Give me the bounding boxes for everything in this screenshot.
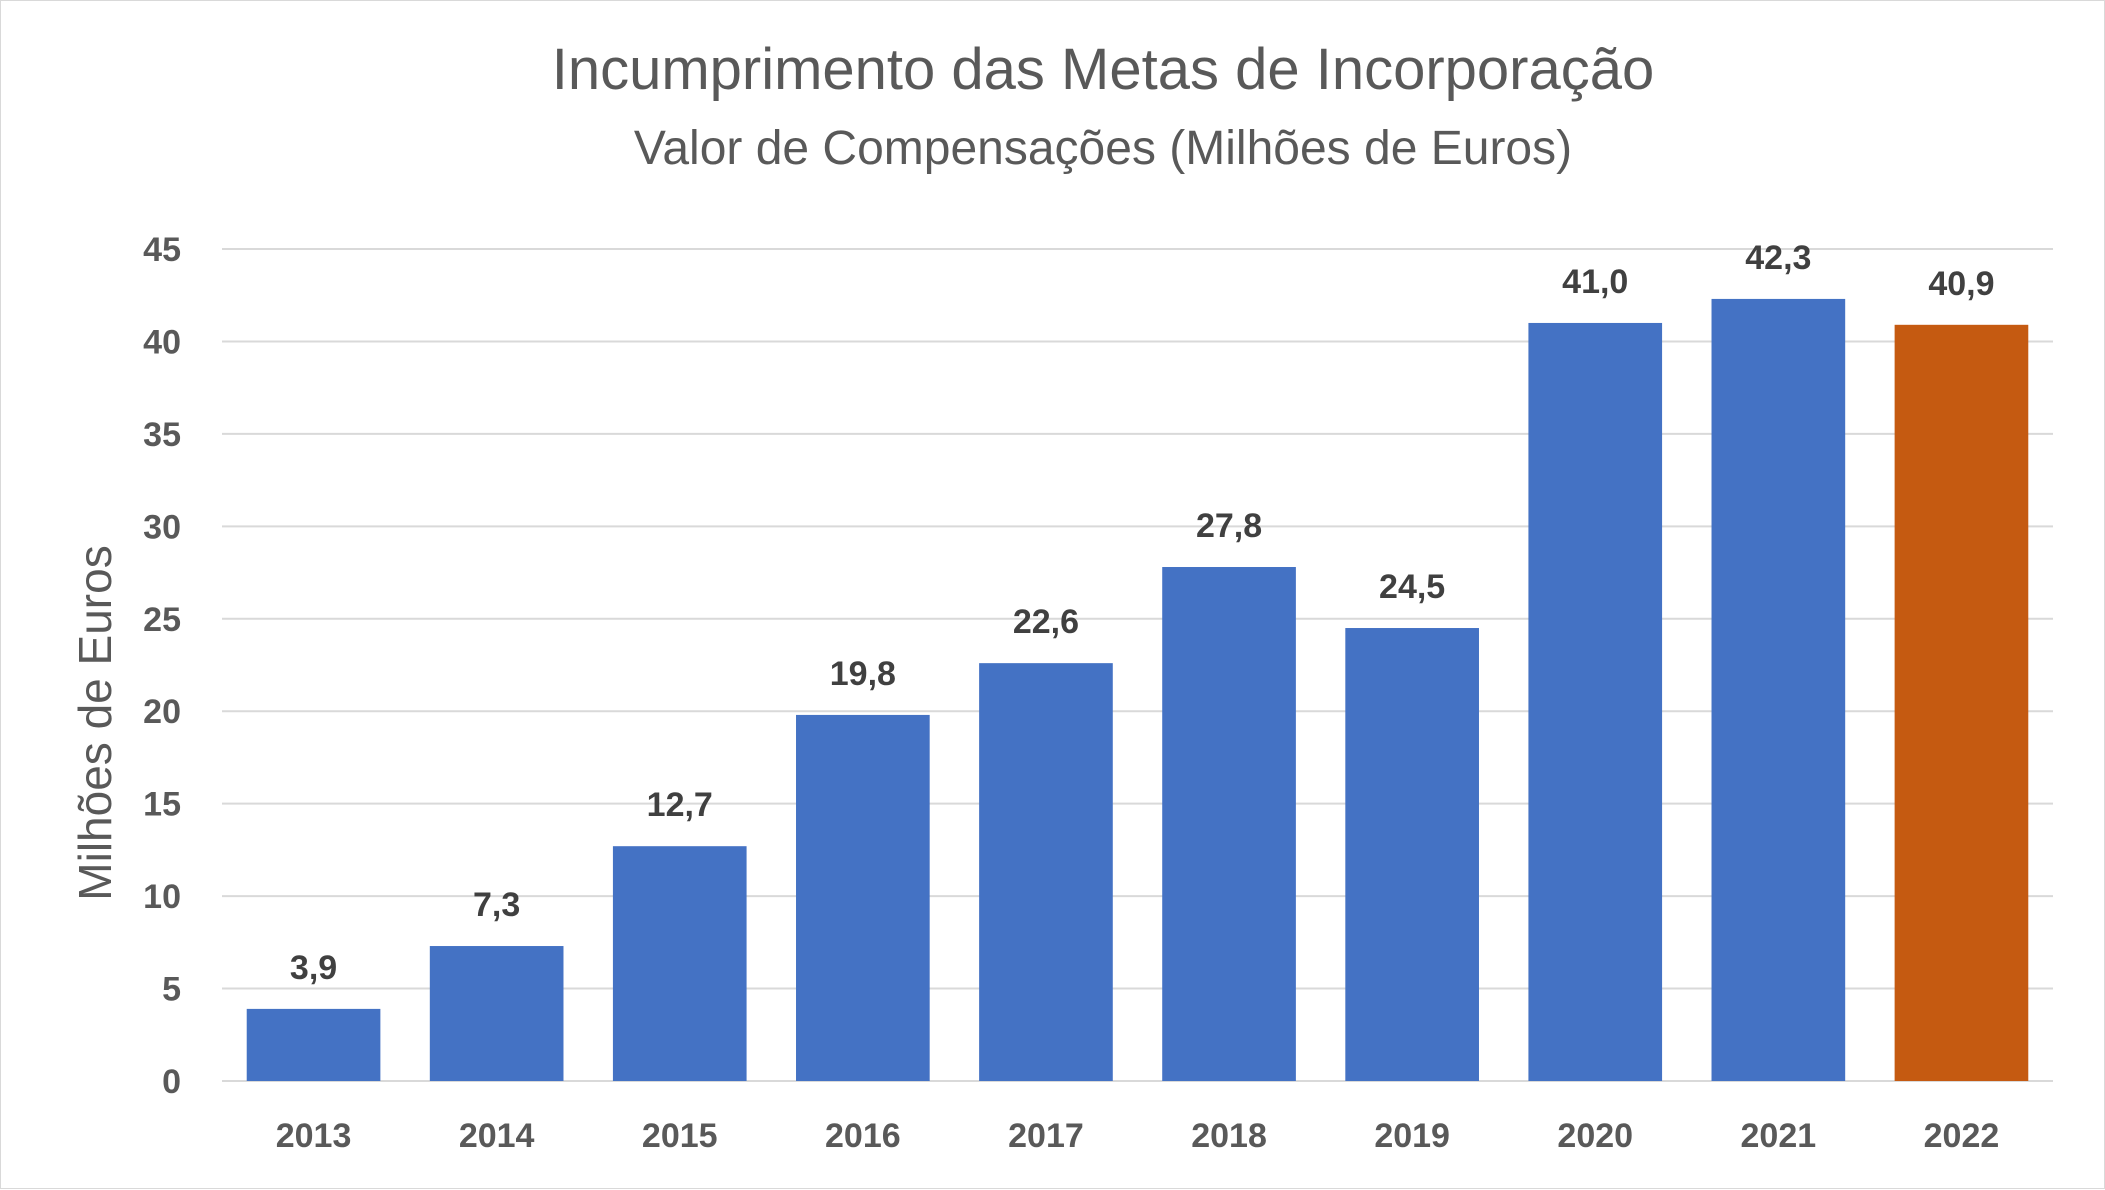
bar-2016 — [796, 714, 930, 1081]
x-tick-label-2021: 2021 — [1741, 1117, 1817, 1155]
y-tick-label: 45 — [143, 231, 181, 269]
x-tick-label-2014: 2014 — [459, 1117, 535, 1155]
bar-2019 — [1345, 628, 1479, 1081]
data-label-2022: 40,9 — [1928, 265, 1994, 303]
data-label-2020: 41,0 — [1562, 263, 1628, 301]
bar-2013 — [246, 1008, 381, 1081]
x-tick-label-2016: 2016 — [825, 1117, 901, 1155]
data-label-2021: 42,3 — [1745, 239, 1811, 277]
data-labels: 3,9 7,3 12,7 19,8 22,6 27,8 24,5 41,0 42,3 40,9 — [290, 239, 1995, 987]
y-tick-label: 0 — [162, 1063, 181, 1101]
x-tick-label-2019: 2019 — [1374, 1117, 1450, 1155]
bar-2017 — [979, 663, 1113, 1081]
y-tick-label: 10 — [143, 878, 181, 916]
x-axis-ticks: 2013 2014 2015 2016 2017 2018 2019 2020 2021 2022 — [276, 1117, 2000, 1155]
y-axis-title: Milhões de Euros — [69, 545, 121, 900]
data-label-2017: 22,6 — [1013, 603, 1079, 641]
data-label-2016: 19,8 — [830, 655, 896, 693]
data-label-2019: 24,5 — [1379, 568, 1445, 606]
x-tick-label-2018: 2018 — [1191, 1117, 1267, 1155]
y-tick-label: 5 — [162, 971, 181, 1009]
chart-title: Incumprimento das Metas de Incorporação — [552, 37, 1655, 102]
data-label-2015: 12,7 — [647, 786, 713, 824]
data-label-2014: 7,3 — [473, 886, 520, 924]
data-label-2018: 27,8 — [1196, 507, 1262, 545]
data-label-2013: 3,9 — [290, 949, 337, 987]
y-axis-ticks: 0 5 10 15 20 25 30 35 40 45 — [143, 231, 181, 1101]
x-tick-label-2017: 2017 — [1008, 1117, 1084, 1155]
x-tick-label-2013: 2013 — [276, 1117, 352, 1155]
y-tick-label: 30 — [143, 508, 181, 546]
x-tick-label-2022: 2022 — [1924, 1117, 2000, 1155]
y-tick-label: 15 — [143, 786, 181, 824]
x-tick-label-2015: 2015 — [642, 1117, 718, 1155]
y-tick-label: 20 — [143, 693, 181, 731]
bar-2015 — [612, 846, 747, 1081]
bar-2014 — [429, 946, 564, 1081]
bar-2020 — [1528, 322, 1663, 1081]
bar-2022 — [1894, 324, 2029, 1081]
y-tick-label: 35 — [143, 416, 181, 454]
bars — [246, 298, 2029, 1081]
x-tick-label-2020: 2020 — [1557, 1117, 1633, 1155]
bar-2018 — [1162, 567, 1296, 1081]
y-tick-label: 40 — [143, 323, 181, 361]
bar-2021 — [1711, 298, 1846, 1081]
y-tick-label: 25 — [143, 601, 181, 639]
chart-subtitle: Valor de Compensações (Milhões de Euros) — [634, 122, 1572, 175]
